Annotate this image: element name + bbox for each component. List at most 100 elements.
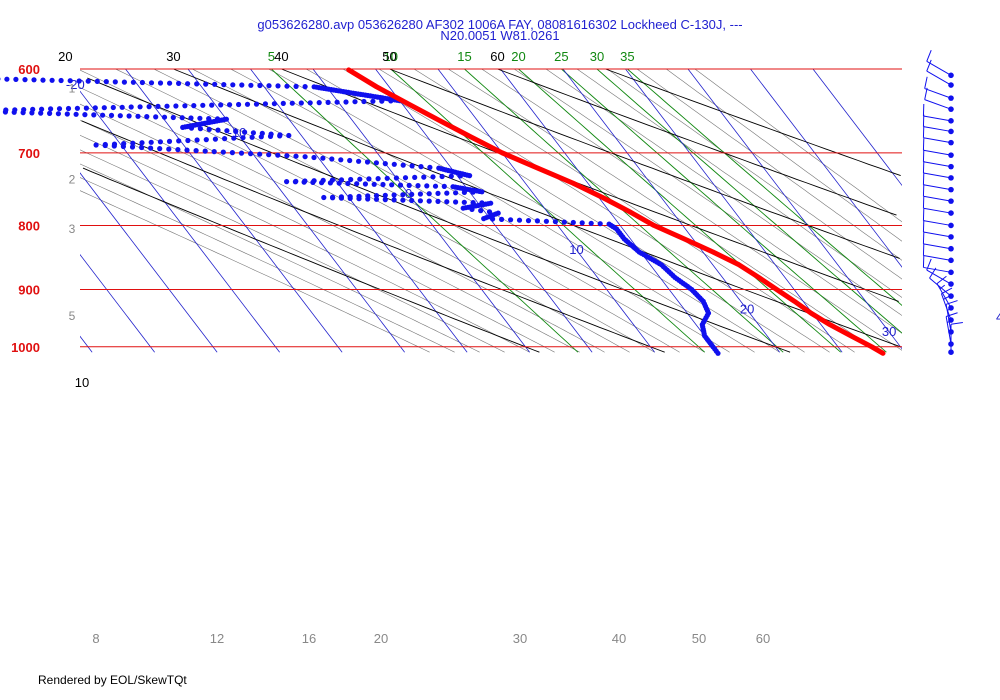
dewpoint-point: [161, 114, 168, 120]
dewpoint-point: [101, 105, 107, 111]
dewpoint-point: [352, 99, 358, 105]
wind-barb-staff: [945, 316, 952, 345]
dewpoint-point: [253, 101, 260, 107]
wind-barb: [922, 125, 954, 146]
dewpoint-point: [356, 193, 362, 199]
dewpoint-point: [293, 178, 299, 184]
wind-barb: [922, 138, 954, 158]
dewpoint-point: [202, 148, 208, 154]
dewpoint-point: [444, 190, 450, 196]
dewpoint-point: [31, 77, 37, 83]
dewpoint-point: [275, 152, 281, 158]
moist-adiabat-line: [413, 69, 855, 353]
dewpoint-point: [320, 155, 326, 161]
dewpoint-point: [570, 219, 576, 226]
dewpoint-point: [330, 194, 336, 200]
mixing-ratio-label: 20: [511, 49, 525, 64]
dewpoint-point: [393, 175, 399, 181]
dry-adiabat-label: 50: [382, 49, 396, 64]
dewpoint-point: [176, 138, 182, 144]
pressure-label: 900: [18, 282, 40, 297]
moist-adiabat-line: [378, 69, 830, 353]
bottom-temperature-label: 16: [302, 631, 316, 646]
dewpoint-point: [320, 177, 326, 183]
wind-barb-staff: [923, 231, 952, 238]
mixing-ratio-lines: [271, 69, 902, 353]
wind-barb-flag: [936, 275, 947, 285]
dewpoint-point: [444, 199, 450, 205]
altitude-label: 1: [69, 82, 76, 96]
dewpoint-point: [450, 184, 456, 190]
dewpoint-point: [427, 164, 433, 170]
dewpoint-point: [516, 217, 523, 223]
dewpoint-point: [373, 196, 380, 202]
dewpoint-point: [307, 100, 313, 106]
dewpoint-point: [534, 218, 541, 224]
dewpoint-point: [389, 182, 395, 188]
dewpoint-point: [119, 104, 125, 110]
isotherm-line: [562, 69, 780, 353]
dewpoint-point: [302, 84, 308, 90]
dewpoint-point: [55, 111, 62, 117]
mixing-ratio-label: 5: [268, 49, 275, 64]
dry-adiabat-line: [81, 120, 665, 353]
dewpoint-point: [209, 102, 215, 108]
moist-adiabat-line: [268, 69, 755, 353]
dewpoint-point: [47, 110, 53, 116]
mixing-ratio-label: 30: [590, 49, 604, 64]
dry-adiabat-line: [605, 68, 901, 177]
dewpoint-point: [409, 163, 415, 169]
dewpoint-point: [373, 160, 379, 166]
mixing-ratio-label: 35: [620, 49, 634, 64]
dewpoint-point: [112, 79, 118, 85]
dewpoint-point: [130, 140, 136, 146]
wind-barb: [922, 103, 954, 124]
dewpoint-point: [39, 106, 45, 112]
dewpoint-point: [266, 152, 272, 158]
dewpoint-point: [194, 81, 200, 87]
dewpoint-point: [212, 81, 218, 87]
bottom-temperature-label: 50: [692, 631, 706, 646]
dewpoint-point: [400, 192, 406, 198]
dewpoint-point: [157, 80, 164, 86]
mixing-ratio-line: [464, 69, 784, 353]
wind-barb-staff: [929, 277, 952, 297]
wind-barb-staff: [926, 269, 952, 285]
wind-barb: [922, 172, 954, 193]
dewpoint-point: [179, 115, 185, 121]
bottom-temperature-label: 12: [210, 631, 224, 646]
dewpoint-point: [103, 79, 109, 85]
mixing-ratio-label: 25: [554, 49, 568, 64]
dewpoint-point: [552, 219, 559, 225]
isotherm-line: [625, 69, 843, 353]
dewpoint-point: [400, 197, 406, 203]
moist-adiabat-line: [80, 149, 505, 353]
dewpoint-point: [221, 82, 227, 88]
isotherm-line: [312, 69, 530, 353]
dewpoint-point: [248, 82, 254, 88]
wind-barb: [924, 87, 954, 112]
wind-barb-flag: [945, 300, 958, 305]
wind-barb-flag: [926, 258, 932, 271]
dewpoint-point: [266, 83, 272, 89]
dewpoint-point: [257, 82, 263, 89]
dewpoint-point: [203, 137, 209, 143]
dewpoint-point: [22, 77, 28, 83]
dewpoint-point: [218, 102, 224, 108]
dewpoint-point: [67, 78, 73, 84]
dewpoint-point: [382, 161, 388, 167]
dewpoint-point: [426, 191, 432, 197]
dewpoint-point: [227, 102, 233, 108]
dewpoint-point: [30, 106, 36, 112]
dewpoint-point: [191, 103, 197, 109]
dewpoint-point: [130, 79, 136, 85]
dewpoint-point: [354, 181, 360, 187]
wind-barb: [924, 76, 954, 101]
dewpoint-point: [275, 83, 281, 89]
dewpoint-point: [370, 98, 376, 104]
dewpoint-point: [371, 181, 377, 187]
wind-barb-flag: [926, 49, 932, 62]
dewpoint-point: [166, 146, 172, 152]
dewpoint-point: [495, 210, 501, 216]
dewpoint-point: [230, 82, 236, 88]
